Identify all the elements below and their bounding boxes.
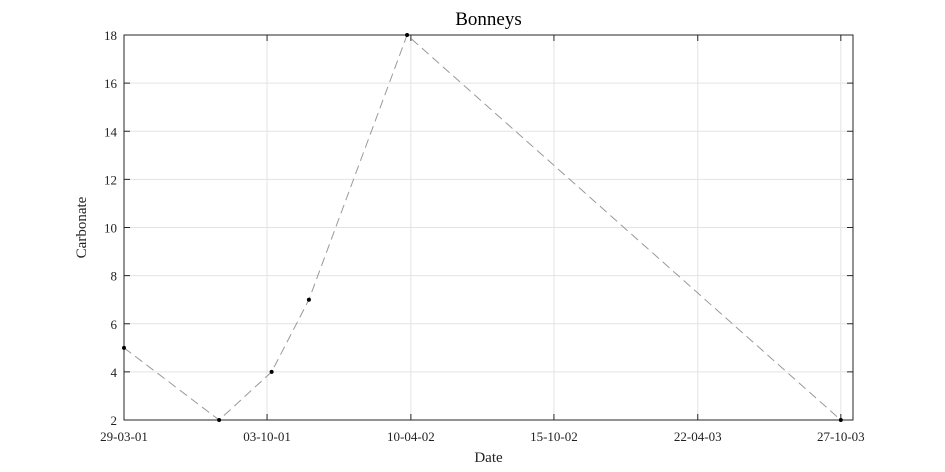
data-layer — [122, 33, 843, 422]
data-point — [122, 345, 126, 350]
y-axis-label: Carbonate — [74, 196, 90, 258]
x-tick-label: 15-10-02 — [530, 429, 578, 444]
y-tick-label: 14 — [104, 124, 118, 139]
y-tick-label: 2 — [111, 413, 118, 428]
x-axis-label: Date — [474, 450, 503, 466]
x-tick-label: 03-10-01 — [243, 429, 291, 444]
y-tick-label: 8 — [111, 269, 118, 284]
x-tick-label: 29-03-01 — [100, 429, 148, 444]
x-tick-label: 27-10-03 — [817, 429, 865, 444]
x-tick-label: 10-04-02 — [387, 429, 435, 444]
data-point — [838, 418, 843, 422]
y-tick-label: 6 — [111, 317, 118, 332]
y-tick-label: 4 — [111, 365, 118, 380]
data-point — [269, 369, 274, 374]
data-point — [306, 297, 311, 302]
chart-title: Bonneys — [455, 9, 522, 30]
series-line — [123, 34, 842, 421]
data-point — [405, 33, 410, 37]
y-tick-label: 16 — [104, 76, 118, 91]
y-tick-label: 10 — [104, 221, 117, 236]
grid — [123, 34, 853, 421]
y-tick-label: 18 — [104, 28, 117, 43]
y-tick-label: 12 — [104, 172, 117, 187]
data-point — [217, 418, 222, 422]
axis-ticks: 29-03-01 03-10-01 10-04-02 15-10-02 22-04-03… — [100, 28, 864, 444]
x-tick-label: 22-04-03 — [674, 429, 722, 444]
